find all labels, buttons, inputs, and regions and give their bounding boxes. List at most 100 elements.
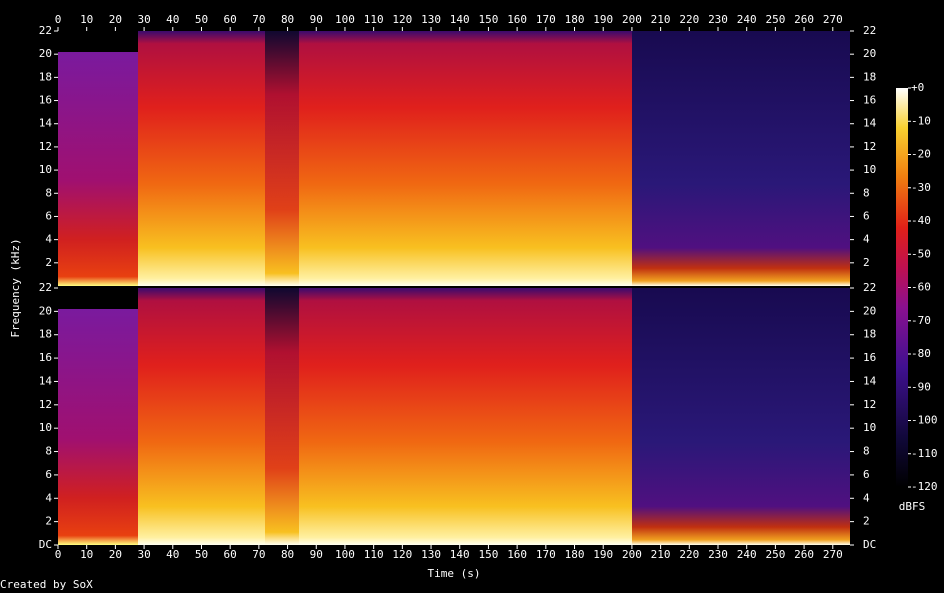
y-tick-label: 12: [39, 140, 52, 153]
colorbar-tick-label: -70: [911, 314, 931, 327]
y-tick-label: 2: [863, 515, 870, 528]
x-tick-label: 90: [310, 13, 323, 26]
colorbar-tick-label: +0: [911, 81, 924, 94]
x-tick-label: 220: [679, 548, 699, 561]
x-tick-label: 190: [593, 13, 613, 26]
x-tick-label: 220: [679, 13, 699, 26]
y-tick-label: 14: [863, 374, 877, 387]
x-tick-label: 10: [80, 13, 93, 26]
x-tick-label: 210: [651, 548, 671, 561]
x-tick-label: 230: [708, 548, 728, 561]
y-tick-label: DC: [863, 538, 876, 551]
x-tick-label: 260: [794, 548, 814, 561]
credit: Created by SoX: [0, 578, 93, 591]
x-tick-label: 130: [421, 13, 441, 26]
x-tick-label: 10: [80, 548, 93, 561]
x-tick-label: 140: [450, 13, 470, 26]
x-tick-label: 140: [450, 548, 470, 561]
y-tick-label: 8: [863, 445, 870, 458]
y-tick-label: 14: [39, 374, 53, 387]
x-tick-label: 170: [536, 548, 556, 561]
x-tick-label: 20: [109, 548, 122, 561]
colorbar-tick-label: -90: [911, 380, 931, 393]
y-tick-label: 20: [863, 304, 876, 317]
y-tick-label: 12: [863, 398, 876, 411]
x-tick-label: 160: [507, 13, 527, 26]
x-tick-label: 160: [507, 548, 527, 561]
x-tick-label: 190: [593, 548, 613, 561]
x-tick-label: 30: [137, 548, 150, 561]
x-tick-label: 80: [281, 548, 294, 561]
x-axis-label: Time (s): [428, 567, 481, 580]
y-tick-label: 8: [45, 445, 52, 458]
y-tick-label: 16: [863, 94, 876, 107]
y-tick-label: 2: [45, 515, 52, 528]
colorbar-tick-label: -30: [911, 181, 931, 194]
colorbar-tick-label: -20: [911, 148, 931, 161]
x-tick-label: 270: [823, 13, 843, 26]
x-tick-label: 240: [737, 13, 757, 26]
x-tick-label: 150: [478, 13, 498, 26]
x-tick-label: 110: [364, 548, 384, 561]
x-tick-label: 0: [55, 548, 62, 561]
spectrogram-lower: [58, 288, 850, 545]
y-tick-label: 2: [45, 256, 52, 269]
y-tick-label: 10: [39, 421, 52, 434]
y-tick-label: 22: [39, 281, 52, 294]
x-tick-label: 40: [166, 548, 179, 561]
colorbar: [896, 88, 908, 487]
y-tick-label: 16: [39, 94, 52, 107]
y-tick-label: 10: [863, 421, 876, 434]
y-tick-label: DC: [39, 538, 52, 551]
x-tick-label: 270: [823, 548, 843, 561]
y-tick-label: 10: [39, 163, 52, 176]
y-tick-label: 4: [45, 233, 52, 246]
colorbar-tick-label: -120: [911, 480, 938, 493]
x-tick-label: 170: [536, 13, 556, 26]
x-tick-label: 260: [794, 13, 814, 26]
colorbar-tick-label: -50: [911, 247, 931, 260]
x-tick-label: 50: [195, 548, 208, 561]
x-tick-label: 60: [224, 548, 237, 561]
y-tick-label: 14: [39, 117, 53, 130]
x-tick-label: 110: [364, 13, 384, 26]
colorbar-label: dBFS: [899, 500, 926, 513]
x-tick-label: 150: [478, 548, 498, 561]
x-tick-label: 200: [622, 13, 642, 26]
x-tick-label: 80: [281, 13, 294, 26]
x-tick-label: 40: [166, 13, 179, 26]
y-tick-label: 4: [45, 491, 52, 504]
y-tick-label: 20: [39, 304, 52, 317]
y-tick-label: 18: [39, 70, 52, 83]
x-tick-label: 130: [421, 548, 441, 561]
y-tick-label: 12: [863, 140, 876, 153]
x-tick-label: 0: [55, 13, 62, 26]
spectrogram-upper: [58, 31, 850, 286]
y-tick-label: 8: [863, 186, 870, 199]
y-tick-label: 22: [863, 24, 876, 37]
y-tick-label: 22: [863, 281, 876, 294]
x-tick-label: 120: [392, 13, 412, 26]
y-tick-label: 18: [863, 328, 876, 341]
colorbar-tick-label: -100: [911, 414, 938, 427]
y-tick-label: 6: [45, 468, 52, 481]
colorbar-tick-label: -110: [911, 447, 938, 460]
y-tick-label: 6: [863, 209, 870, 222]
y-tick-label: 12: [39, 398, 52, 411]
y-tick-label: 16: [863, 351, 876, 364]
y-tick-label: 20: [39, 47, 52, 60]
y-tick-label: 22: [39, 24, 52, 37]
y-tick-label: 8: [45, 186, 52, 199]
x-tick-label: 100: [335, 13, 355, 26]
x-tick-label: 30: [137, 13, 150, 26]
x-tick-label: 20: [109, 13, 122, 26]
x-tick-label: 120: [392, 548, 412, 561]
x-tick-label: 60: [224, 13, 237, 26]
colorbar-tick-label: -60: [911, 281, 931, 294]
y-tick-label: 10: [863, 163, 876, 176]
y-tick-label: 6: [863, 468, 870, 481]
y-tick-label: 18: [39, 328, 52, 341]
colorbar-tick-label: -40: [911, 214, 931, 227]
